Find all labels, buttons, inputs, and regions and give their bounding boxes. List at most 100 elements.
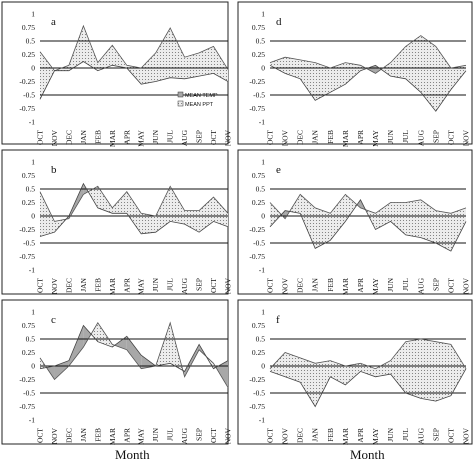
panel-e-x-tick-label: JUN (386, 277, 395, 291)
panel-e-fill-segment (300, 194, 316, 249)
panel-c-series-mean-temp (39, 321, 229, 388)
panel-f-fill-segment (450, 344, 466, 396)
panel-b-fill-segment (112, 191, 127, 214)
panel-a-x-tick-label: JUL (166, 130, 175, 143)
panel-e-y-tick-label: 1 (261, 158, 265, 167)
panel-b-x-tick-label: JAN (79, 277, 88, 291)
panel-d-fill-segment (435, 46, 451, 112)
panel-d-x-tick-label: SEP (431, 130, 440, 143)
panel-c-x-tick-label: AUG (180, 427, 189, 444)
panel-f-series-mean-temp (269, 338, 467, 370)
panel-f-fill-segment (330, 360, 346, 385)
panel-d-y-tick-label: 1 (261, 10, 265, 19)
panel-c-x-tick-label: NOV (50, 427, 59, 444)
panel-a-y-tick-label: 1 (31, 10, 35, 19)
panel-d-y-tick-label: -1 (259, 118, 265, 127)
panel-e-y-tick-label: 0.5 (256, 185, 266, 194)
panel-f-x-tick-label: JUL (401, 428, 410, 441)
panel-d-fill-segment (381, 62, 391, 77)
panel-d-x-tick-label: FEB (326, 130, 335, 144)
panel-c-y-tick-label: 0.75 (22, 321, 35, 330)
panel-a-fill-segment (97, 45, 113, 71)
panel-a-x-tick-label: MAR (108, 130, 117, 147)
panel-f-fill-segment (435, 341, 451, 402)
panel-e-fill-segment (435, 210, 451, 252)
panel-e-fill-segment (405, 199, 421, 238)
panel-a-series-mean-ppt (39, 61, 229, 100)
panel-b-y-tick-label: 0.25 (22, 198, 35, 207)
panel-a-fill-segment (68, 25, 84, 71)
panel-c-y-tick-label: 0.25 (22, 348, 35, 357)
panel-f-fill-segment (360, 363, 376, 377)
panel-e-x-tick-label: OCT (446, 278, 455, 293)
panel-b-fill-segment (155, 186, 171, 233)
panel-c-y-tick-label: -0.25 (19, 375, 35, 384)
panel-b-x-tick-label: SEP (195, 278, 204, 291)
x-axis-title-left: Month (115, 447, 150, 462)
panel-a-x-tick-label: JAN (79, 129, 88, 143)
panel-e-x-tick-label: APR (356, 278, 365, 293)
panel-b-fill-segment (199, 197, 214, 233)
panel-b-x-tick-label: MAY (137, 277, 146, 294)
panel-f-y-tick-label: -1 (259, 416, 265, 425)
panel-d-x-tick-label: JUN (386, 129, 395, 143)
panel-c-fill-segment (91, 322, 98, 342)
panel-e-x-tick-label: NOV (462, 277, 471, 294)
panel-f-x-tick-label: DEC (296, 428, 305, 443)
panel-f-x-tick-label: JAN (311, 427, 320, 441)
panel-f-x-tick-label: NOV (281, 427, 290, 444)
panel-e-y-tick-label: 0.25 (252, 198, 265, 207)
panel-e-y-tick-label: -0.25 (249, 225, 265, 234)
panel-d-x-tick-label: NOV (281, 129, 290, 146)
panel-b-y-tick-label: 1 (31, 158, 35, 167)
panel-b-series-mean-temp (39, 185, 229, 222)
panel-a-y-tick-label: -0.25 (19, 77, 35, 86)
panel-frame-f (237, 299, 473, 445)
panel-c-fill-segment (141, 355, 156, 369)
panel-b-series-mean-ppt (39, 182, 229, 237)
panel-f-y-tick-label: 1 (261, 308, 265, 317)
panel-frame-e (237, 149, 473, 295)
panel-c-fill-segment (68, 325, 84, 366)
legend-swatch-mean-ppt (177, 100, 184, 107)
panel-b-x-tick-label: JUL (166, 278, 175, 291)
panel-b-x-tick-label: FEB (93, 278, 102, 292)
panel-b-x-tick-label: DEC (64, 278, 73, 293)
panel-a-y-tick-label: -0.5 (23, 91, 35, 100)
panel-a-x-tick-label: OCT (36, 130, 45, 145)
panel-f-y-tick-label: 0.25 (252, 348, 265, 357)
panel-a-x-tick-label: SEP (195, 130, 204, 143)
panel-f-y-tick-label: 0.75 (252, 321, 265, 330)
panel-b-x-tick-label: MAR (108, 278, 117, 295)
panel-c-y-tick-label: -1 (29, 416, 35, 425)
panel-f-x-tick-label: MAY (371, 427, 380, 444)
panel-f-x-tick-label: MAR (341, 428, 350, 445)
panel-b-x-tick-label: AUG (180, 277, 189, 294)
panel-e-y-tick-label: -0.75 (249, 252, 265, 261)
panel-b-y-tick-label: -1 (29, 266, 35, 275)
panel-f-y-tick-label: -0.25 (249, 375, 265, 384)
panel-f-y-tick-label: -0.75 (249, 402, 265, 411)
panel-f-x-tick-label: OCT (266, 428, 275, 443)
panel-e-x-tick-label: SEP (431, 278, 440, 291)
panel-e-y-tick-label: 0.75 (252, 171, 265, 180)
panel-a-series-mean-temp (39, 24, 229, 72)
panel-d-fill-segment (405, 35, 421, 93)
panel-d-fill-segment (366, 65, 376, 74)
panel-a-y-tick-label: 0.75 (22, 23, 35, 32)
panel-d-fill-segment (270, 57, 286, 74)
panel-d-fill-segment (330, 62, 346, 93)
panel-d-x-tick-label: DEC (296, 130, 305, 145)
panel-b-y-tick-label: -0.75 (19, 252, 35, 261)
panel-f-fill-segment (345, 363, 361, 385)
panel-f-x-tick-label: APR (356, 428, 365, 443)
panel-d-x-tick-label: JUL (401, 130, 410, 143)
panel-a-x-tick-label: NOV (50, 129, 59, 146)
panel-d-x-tick-label: MAR (341, 130, 350, 147)
panel-f-x-tick-label: SEP (431, 428, 440, 441)
panel-b-y-tick-label: -0.5 (23, 239, 35, 248)
panel-d-fill-segment (315, 62, 331, 101)
panel-e-series-mean-temp (269, 193, 467, 220)
panel-f-y-tick-label: -0.5 (253, 389, 265, 398)
legend-label-mean-temp: MEAN TEMP (185, 93, 218, 99)
